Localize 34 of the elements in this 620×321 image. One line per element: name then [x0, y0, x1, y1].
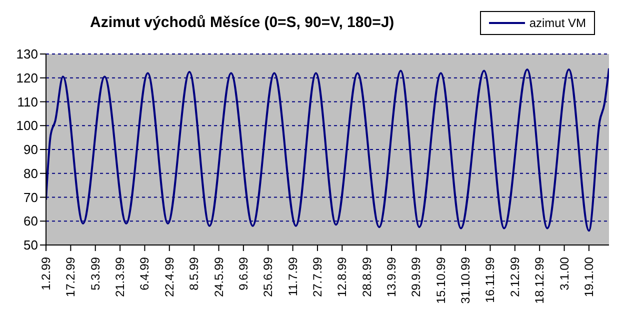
x-tick-label: 31.10.99: [458, 256, 473, 304]
x-tick-label: 1.2.99: [39, 256, 53, 290]
y-tick-label: 50: [24, 238, 38, 253]
y-tick-label: 90: [24, 142, 38, 158]
y-tick-label: 120: [16, 70, 38, 86]
y-tick-label: 110: [17, 94, 38, 110]
x-tick-label: 21.3.99: [113, 256, 128, 298]
x-tick-label: 24.5.99: [212, 256, 226, 298]
x-tick-label: 15.10.99: [434, 256, 448, 304]
y-tick-label: 130: [16, 46, 38, 62]
chart-title: Azimut východů Měsíce (0=S, 90=V, 180=J): [90, 14, 394, 31]
x-tick-label: 18.12.99: [532, 256, 547, 304]
x-tick-label: 19.1.00: [582, 256, 596, 298]
x-tick-label: 22.4.99: [162, 256, 176, 298]
x-tick-label: 16.11.99: [483, 256, 498, 303]
x-tick-label: 27.7.99: [310, 256, 324, 298]
x-tick-label: 12.8.99: [335, 256, 350, 298]
x-tick-label: 6.4.99: [138, 256, 152, 290]
x-tick-label: 11.7.99: [286, 256, 300, 296]
y-tick-label: 100: [16, 118, 38, 134]
x-tick-label: 17.2.99: [64, 256, 78, 298]
x-tick-label: 8.5.99: [187, 256, 202, 290]
x-tick-label: 13.9.99: [384, 256, 399, 298]
y-tick-label: 60: [24, 214, 38, 229]
x-tick-label: 28.8.99: [360, 256, 374, 298]
y-tick-label: 80: [24, 166, 38, 181]
x-tick-label: 3.1.00: [557, 256, 572, 290]
x-tick-label: 9.6.99: [236, 256, 250, 290]
x-tick-label: 5.3.99: [88, 256, 102, 290]
x-tick-label: 2.12.99: [508, 256, 522, 298]
x-tick-label: 29.9.99: [409, 256, 424, 298]
y-tick-label: 70: [24, 190, 38, 205]
legend-label: azimut VM: [529, 16, 586, 30]
x-tick-label: 25.6.99: [261, 256, 276, 298]
